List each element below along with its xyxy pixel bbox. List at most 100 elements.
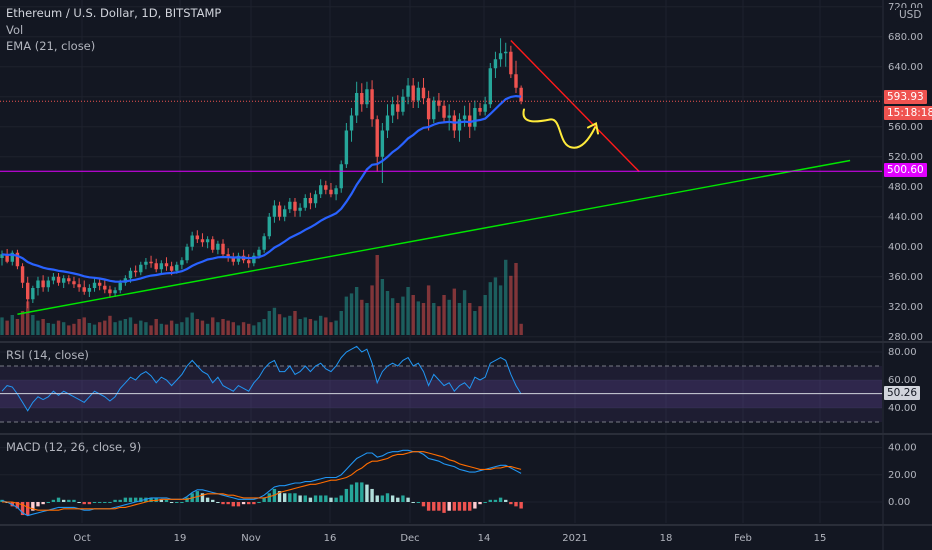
volume-bar xyxy=(272,307,277,335)
candle-body xyxy=(354,93,359,116)
volume-bar xyxy=(504,259,508,335)
macd-histogram-bar xyxy=(267,493,271,502)
macd-histogram-bar xyxy=(365,484,369,502)
volume-bar xyxy=(87,323,92,335)
macd-tick-label: 20.00 xyxy=(888,470,917,481)
macd-histogram-bar xyxy=(123,497,128,502)
candle-body xyxy=(324,185,328,190)
macd-histogram-bar xyxy=(426,502,431,511)
macd-axis[interactable]: 40.00 20.00 0.00 xyxy=(888,443,917,508)
macd-signal-line xyxy=(2,451,522,511)
volume-bar xyxy=(236,325,241,335)
symbol-title: Ethereum / U.S. Dollar, 1D, BITSTAMP xyxy=(6,6,222,20)
macd-histogram-bar xyxy=(375,495,379,502)
price-tick-label: 560.00 xyxy=(888,122,923,133)
candle-body xyxy=(293,201,297,211)
volume-bar xyxy=(36,320,40,335)
volume-bar xyxy=(123,319,128,335)
candle-body xyxy=(360,93,364,105)
rsi-line xyxy=(1,345,522,412)
macd-histogram-bar xyxy=(26,502,30,516)
volume-bar xyxy=(180,322,184,335)
price-tick-label: 480.00 xyxy=(888,182,923,193)
volume-bar xyxy=(103,320,107,335)
volume-bar xyxy=(257,322,261,335)
macd-histogram-bar xyxy=(416,502,421,503)
volume-bar xyxy=(164,324,169,335)
candle-body xyxy=(272,205,277,217)
candle-body xyxy=(488,68,492,105)
macd-histogram-bar xyxy=(283,493,287,502)
volume-bar xyxy=(416,301,421,335)
volume-bar xyxy=(231,322,235,335)
macd-histogram-bar xyxy=(452,502,457,511)
volume-bar xyxy=(514,263,518,335)
candle-body xyxy=(169,266,174,271)
candle-body xyxy=(380,130,385,157)
volume-bar xyxy=(447,299,451,335)
macd-histogram-bar xyxy=(406,497,410,502)
candle-body xyxy=(370,89,374,120)
macd-histogram-bar xyxy=(288,493,292,502)
candle-body xyxy=(344,130,349,165)
time-axis[interactable]: Oct 19 Nov 16 Dec 14 2021 18 Feb 15 xyxy=(73,533,826,544)
macd-histogram-bar xyxy=(329,497,333,502)
macd-histogram-bar xyxy=(103,502,107,503)
volume-bar xyxy=(31,315,35,335)
volume-bar xyxy=(396,303,400,335)
macd-histogram-bar xyxy=(113,499,117,502)
volume-bar xyxy=(385,291,390,335)
candle-body xyxy=(457,119,462,131)
macd-histogram-bar xyxy=(385,493,390,502)
volume-bar xyxy=(226,320,230,335)
candle-body xyxy=(375,119,379,157)
candle-body xyxy=(216,243,220,250)
candle-body xyxy=(205,239,210,243)
rsi-axis[interactable]: 80.00 60.00 40.00 xyxy=(888,347,917,414)
trendline xyxy=(17,159,851,315)
macd-histogram-bar xyxy=(226,502,230,505)
candle-body xyxy=(20,266,25,283)
time-tick-label: 14 xyxy=(478,533,491,544)
volume-bar xyxy=(493,277,498,335)
volume-bar xyxy=(26,301,30,335)
candle-body xyxy=(329,189,333,195)
macd-histogram-bar xyxy=(432,502,436,511)
macd-histogram-bar xyxy=(211,499,215,502)
volume-bar xyxy=(149,325,153,335)
macd-histogram-bar xyxy=(118,499,122,502)
price-tick-label: 440.00 xyxy=(888,212,923,223)
candle-body xyxy=(180,260,184,265)
candle-body xyxy=(200,239,205,243)
candle-body xyxy=(283,209,287,217)
candle-body xyxy=(447,115,451,118)
volume-bar xyxy=(473,311,477,335)
last-price-badge: 593.93 xyxy=(884,90,927,104)
macd-histogram-bar xyxy=(200,493,205,502)
volume-bar xyxy=(277,314,282,335)
macd-histogram-bar xyxy=(360,482,364,502)
volume-bar xyxy=(498,285,503,335)
candle-body xyxy=(421,87,426,99)
candle-body xyxy=(406,85,410,97)
volume-bar xyxy=(483,295,487,335)
macd-histogram-bar xyxy=(504,499,508,502)
macd-histogram-bar xyxy=(334,497,338,502)
volume-bar xyxy=(426,285,431,335)
candle-body xyxy=(149,261,153,264)
macd-histogram-bar xyxy=(298,495,302,502)
support-level-badge: 500.60 xyxy=(884,163,927,177)
candle-body xyxy=(190,235,194,247)
volume-bar xyxy=(154,319,158,335)
currency-label[interactable]: USD xyxy=(896,8,925,22)
candle-body xyxy=(97,282,102,286)
candle-body xyxy=(483,104,487,112)
volume-bar xyxy=(509,275,513,335)
candle-body xyxy=(236,255,241,262)
macd-histogram-bar xyxy=(442,502,446,513)
macd-histogram-bar xyxy=(257,502,261,503)
volume-bar xyxy=(41,319,45,335)
volume-bar xyxy=(205,323,210,335)
